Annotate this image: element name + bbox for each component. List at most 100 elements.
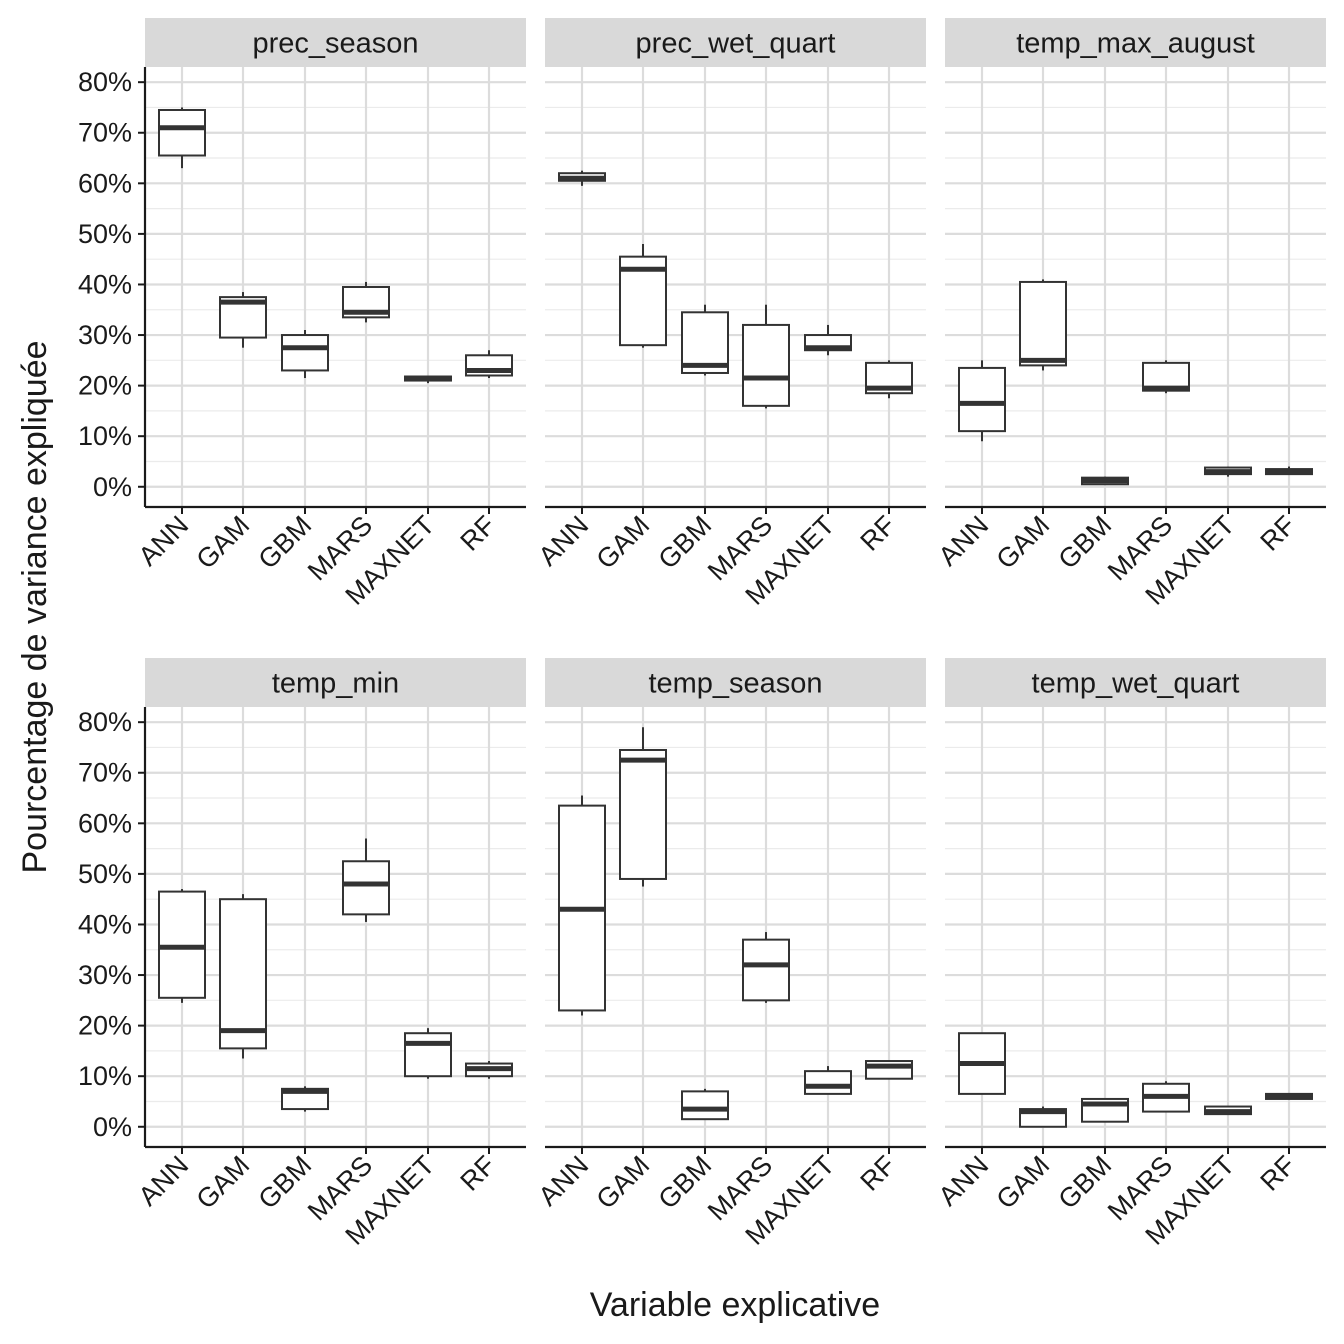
x-tick-label: ANN [933,1150,995,1212]
y-tick-label: 80% [78,707,132,737]
panel-temp-min: temp_min 0% 10% 20% 30% 40% 50% 60% 70% 80% ANNGAM… [78,658,526,1251]
y-tick-label: 30% [78,320,132,350]
box-ann [958,1032,1006,1095]
x-axis-title: Variable explicative [590,1286,880,1324]
facet-strip-label: temp_season [648,668,822,700]
box-mars [1142,360,1190,394]
y-tick-label: 80% [78,67,132,97]
box-ann [158,107,206,169]
facet-strip [545,658,926,707]
x-tick-label: GAM [191,510,256,575]
box-gam [219,292,267,348]
box-rf [465,350,513,379]
x-tick-label: RF [455,510,502,557]
facet-strip-label: prec_season [252,28,418,60]
x-tick-label: GAM [591,510,656,575]
x-tick-label: ANN [133,1150,195,1212]
x-tick-label: RF [855,1150,902,1197]
box-mars [342,281,390,323]
x-tick-label: RF [855,510,902,557]
box-iqr [681,311,729,374]
x-tick-label: GAM [991,1150,1056,1215]
box-gbm [281,329,329,379]
x-tick-label: RF [1255,1150,1302,1197]
box-maxnet [804,1066,852,1095]
box-iqr [158,890,206,999]
box-iqr [1019,280,1067,367]
y-tick-label: 70% [78,758,132,788]
box-iqr [281,334,329,372]
y-tick-label: 70% [78,118,132,148]
x-tick-label: ANN [133,510,195,572]
box-rf [465,1061,513,1079]
box-iqr [619,748,667,880]
box-iqr [681,1090,729,1121]
y-tick-label: 20% [78,1011,132,1041]
facet-strip-label: temp_max_august [1016,28,1255,60]
box-ann [558,795,606,1016]
box-rf [865,1060,913,1080]
box-ann [558,170,606,186]
box-mars [742,304,790,409]
y-tick-label: 50% [78,219,132,249]
box-iqr [404,1032,452,1078]
panels-layer: prec_season 0% 10% 20% 30% 40% 50% 60% 70% 80% ANN… [78,18,1326,1251]
box-gam [619,244,667,348]
x-tick-label: RF [1255,510,1302,557]
box-iqr [742,938,790,1002]
box-maxnet [404,375,452,384]
box-iqr [804,1070,852,1095]
box-gam [619,727,667,887]
y-tick-label: 40% [78,909,132,939]
x-tick-label: ANN [533,510,595,572]
box-gbm [281,1086,329,1112]
x-tick-label: RF [455,1150,502,1197]
box-gbm [1081,476,1129,486]
y-tick-label: 60% [78,808,132,838]
y-tick-label: 10% [78,421,132,451]
y-tick-label: 60% [78,168,132,198]
box-mars [1142,1081,1190,1113]
x-tick-label: GAM [191,1150,256,1215]
box-ann [158,889,206,1003]
box-iqr [742,323,790,407]
facet-strip-label: temp_min [272,668,399,700]
box-gbm [681,1088,729,1121]
box-rf [1265,466,1313,476]
box-gam [1019,279,1067,371]
box-iqr [342,860,390,916]
y-tick-label: 30% [78,960,132,990]
box-gam [1019,1106,1067,1128]
box-iqr [158,108,206,157]
facet-strip-label: prec_wet_quart [636,28,836,60]
y-axis-title: Pourcentage de variance expliquée [16,340,54,873]
y-tick-label: 40% [78,269,132,299]
box-mars [342,838,390,922]
box-rf [1265,1092,1313,1100]
facet-strip [545,18,926,67]
box-maxnet [1204,1105,1252,1116]
box-maxnet [404,1028,452,1079]
facet-strip-label: temp_wet_quart [1032,668,1240,700]
facet-strip [945,18,1326,67]
box-rf [865,360,913,399]
panel-prec-season: prec_season 0% 10% 20% 30% 40% 50% 60% 70% 80% ANN… [78,18,526,611]
box-maxnet [1204,466,1252,477]
box-iqr [219,898,267,1050]
box-gbm [1081,1097,1129,1123]
x-tick-label: ANN [933,510,995,572]
x-tick-label: ANN [533,1150,595,1212]
y-tick-label: 50% [78,859,132,889]
facet-strip [145,18,526,67]
box-gam [219,894,267,1059]
box-iqr [281,1087,329,1111]
y-tick-label: 0% [93,1112,132,1142]
x-tick-label: GAM [991,510,1056,575]
facet-strip [945,658,1326,707]
box-iqr [958,366,1006,433]
